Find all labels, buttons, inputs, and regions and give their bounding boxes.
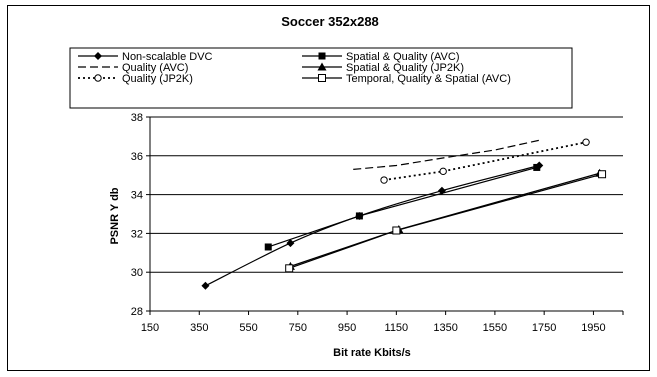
x-tick-label: 550 <box>239 322 257 334</box>
legend-label-3: Spatial & Quality (JP2K) <box>346 62 464 74</box>
x-tick-label: 350 <box>190 322 208 334</box>
y-tick-label: 34 <box>131 190 143 202</box>
series-4-point <box>582 138 590 146</box>
x-axis-title: Bit rate Kbits/s <box>333 347 411 359</box>
series-0-point <box>201 281 210 290</box>
chart-title: Soccer 352x288 <box>281 14 379 29</box>
series-5-point <box>598 170 607 179</box>
y-tick-label: 30 <box>131 267 143 279</box>
legend-label-0: Non-scalable DVC <box>122 51 213 63</box>
y-tick-label: 28 <box>131 306 143 318</box>
series-5-point <box>392 226 401 235</box>
x-tick-label: 950 <box>338 322 356 334</box>
x-tick-label: 1950 <box>581 322 605 334</box>
x-tick-label: 1150 <box>385 322 409 334</box>
legend-label-2: Quality (AVC) <box>122 62 188 74</box>
series-1-point <box>264 243 272 251</box>
x-tick-label: 750 <box>289 322 307 334</box>
legend-marker-0 <box>94 52 102 60</box>
legend: Non-scalable DVC Spatial & Quality (AVC) Q… <box>69 47 573 109</box>
series-5-point <box>285 264 294 273</box>
series-line-4 <box>383 141 587 181</box>
series-1-point <box>355 212 363 220</box>
y-tick-label: 32 <box>131 228 143 240</box>
legend-label-5: Temporal, Quality & Spatial (AVC) <box>346 73 511 85</box>
legend-marker-1 <box>318 52 326 60</box>
y-tick-label: 38 <box>131 112 143 124</box>
series-line-5 <box>288 173 603 269</box>
legend-label-4: Quality (JP2K) <box>122 73 193 85</box>
x-tick-label: 1550 <box>483 322 507 334</box>
legend-label-1: Spatial & Quality (AVC) <box>346 51 460 63</box>
series-0-point <box>286 239 295 248</box>
series-line-2 <box>353 139 540 170</box>
y-axis-title: PSNR Y db <box>109 187 121 244</box>
legend-marker-3 <box>317 62 327 71</box>
series-line-0 <box>205 164 540 287</box>
series-4-point <box>380 176 388 184</box>
series-1-point <box>533 163 541 171</box>
y-tick-label: 36 <box>131 151 143 163</box>
series-4-point <box>439 167 447 176</box>
plot-area: 28 30 32 34 36 38 150 350 550 750 950 1150 1350 1550 1… <box>131 112 624 334</box>
x-tick-label: 1350 <box>433 322 457 334</box>
x-tick-label: 150 <box>141 322 159 334</box>
legend-marker-5 <box>318 74 326 82</box>
legend-marker-4 <box>94 74 102 82</box>
x-tick-label: 1750 <box>532 322 556 334</box>
